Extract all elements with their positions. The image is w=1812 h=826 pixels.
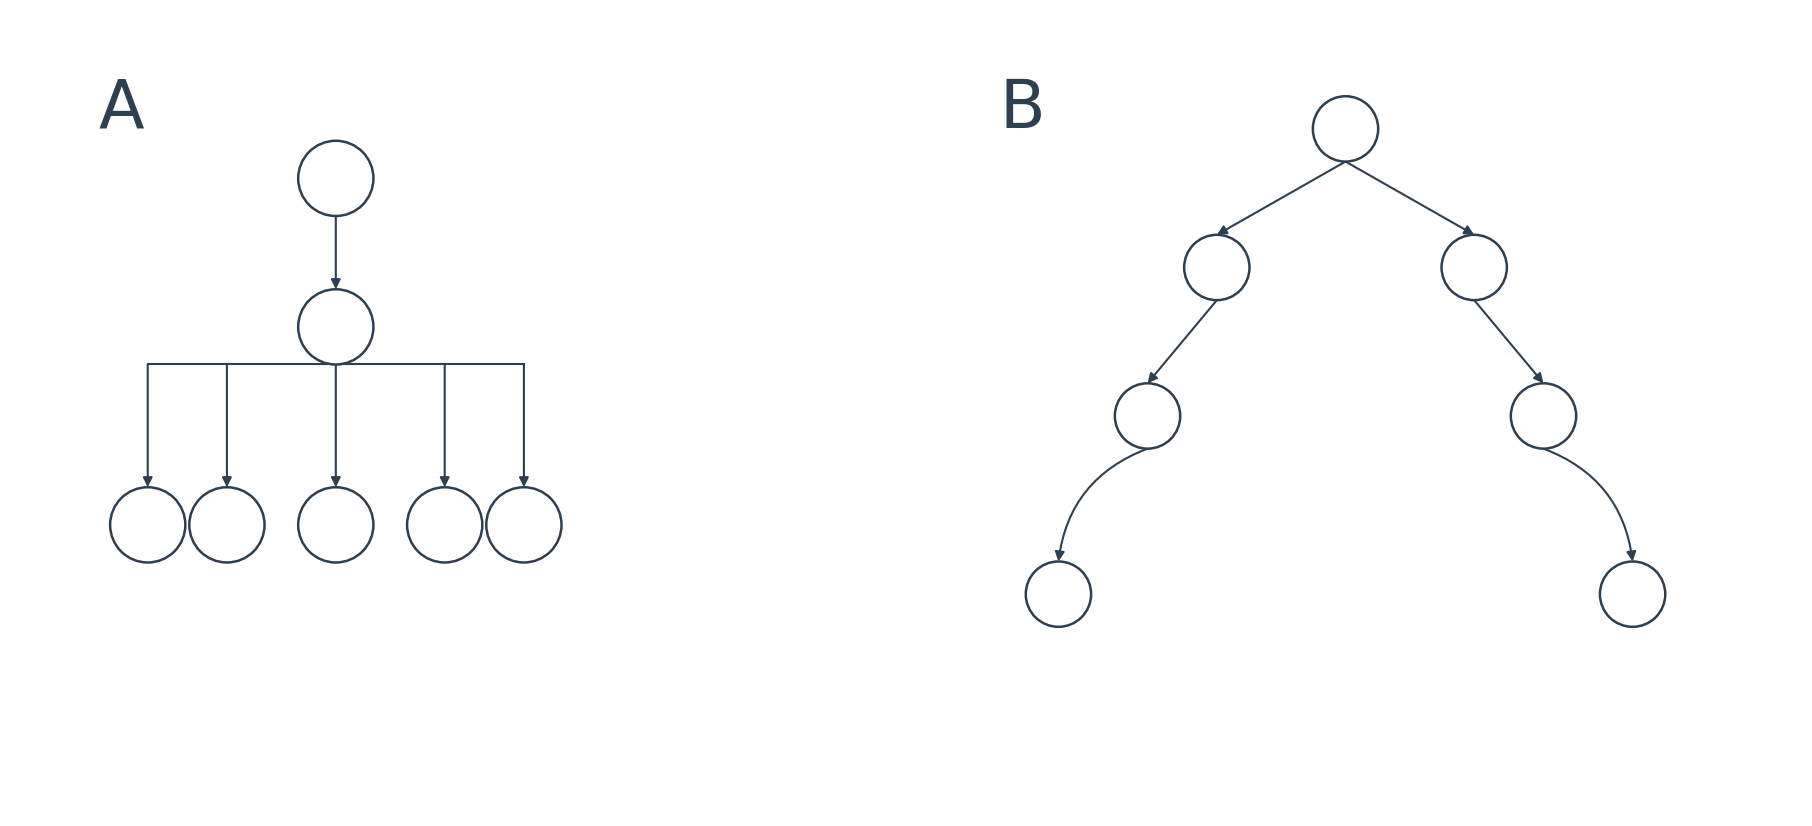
Circle shape [1600, 562, 1665, 627]
Text: A: A [98, 76, 143, 142]
Circle shape [1511, 383, 1576, 449]
Circle shape [408, 487, 482, 563]
Circle shape [486, 487, 562, 563]
Circle shape [1314, 96, 1379, 162]
Circle shape [1114, 383, 1180, 449]
Text: B: B [998, 76, 1046, 142]
Circle shape [1442, 235, 1508, 300]
Circle shape [1185, 235, 1250, 300]
Circle shape [299, 140, 373, 216]
Circle shape [299, 289, 373, 364]
Circle shape [188, 487, 265, 563]
Circle shape [111, 487, 185, 563]
Circle shape [1026, 562, 1091, 627]
Circle shape [299, 487, 373, 563]
